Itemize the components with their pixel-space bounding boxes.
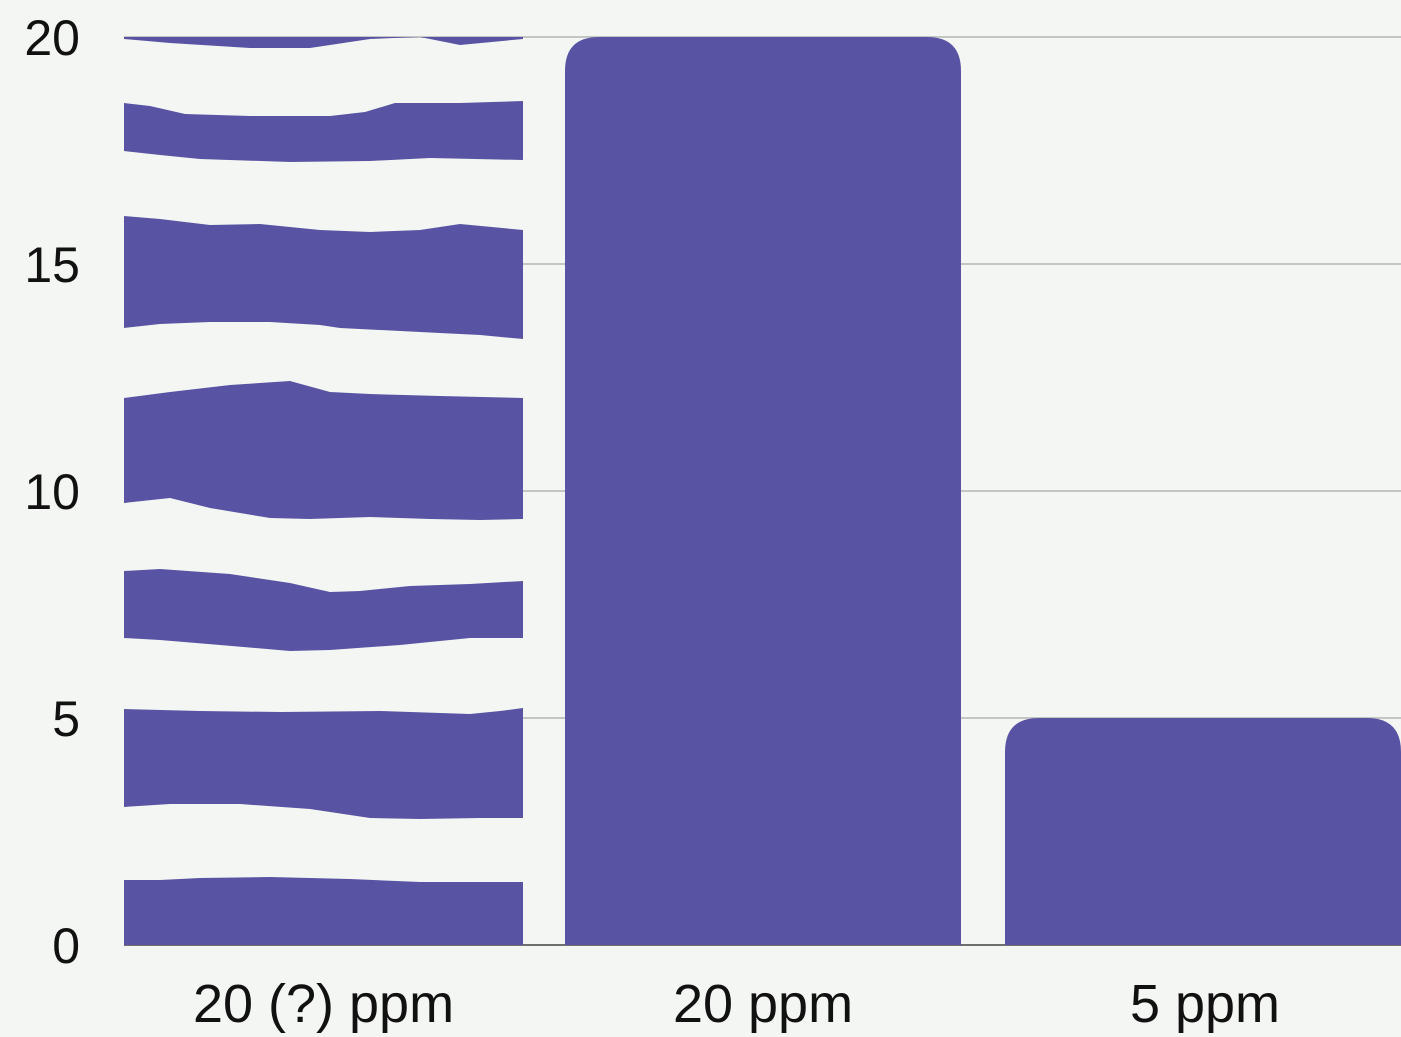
bar-20-uncertain-strip bbox=[124, 101, 523, 162]
bar-20-uncertain-strip bbox=[124, 569, 523, 651]
bar-20-uncertain-strip bbox=[124, 37, 523, 48]
bar-20-uncertain-strip bbox=[124, 708, 523, 819]
y-tick-label: 10 bbox=[24, 464, 80, 520]
y-tick-label: 0 bbox=[52, 918, 80, 974]
bar-20-uncertain-strip bbox=[124, 381, 523, 520]
y-axis-ticks: 0 5 10 15 20 bbox=[24, 10, 80, 974]
bar-20-ppm bbox=[565, 37, 961, 945]
y-tick-label: 15 bbox=[24, 237, 80, 293]
x-category-label: 20 (?) ppm bbox=[193, 974, 454, 1034]
x-axis-labels: 20 (?) ppm 20 ppm 5 ppm bbox=[193, 974, 1280, 1034]
bar-5-ppm bbox=[1005, 718, 1401, 945]
y-tick-label: 5 bbox=[52, 691, 80, 747]
x-category-label: 20 ppm bbox=[673, 974, 853, 1034]
y-tick-label: 20 bbox=[24, 10, 80, 66]
bar-20-uncertain-strip bbox=[124, 216, 523, 339]
bars bbox=[124, 37, 1401, 945]
x-category-label: 5 ppm bbox=[1130, 974, 1280, 1034]
bar-20-uncertain-strip bbox=[124, 877, 523, 945]
